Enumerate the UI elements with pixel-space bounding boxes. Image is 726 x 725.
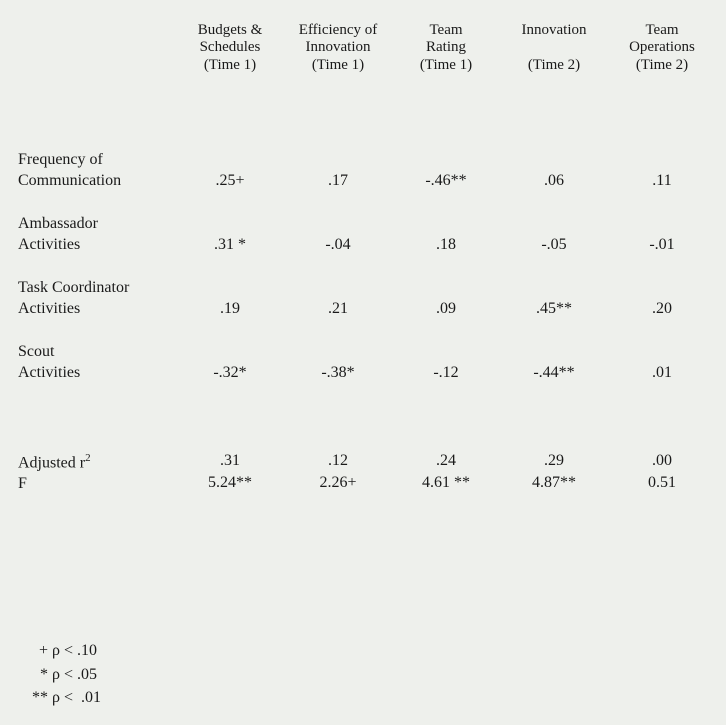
- table-header-row: Budgets & Schedules (Time 1) Efficiency …: [18, 20, 716, 80]
- cell-value: -.38*: [284, 362, 392, 382]
- cell-value: .00: [608, 452, 716, 474]
- col-header: Team Operations (Time 2): [608, 20, 716, 80]
- summary-label: Adjusted r2: [18, 452, 176, 474]
- cell-value: .25+: [176, 170, 284, 190]
- row-label-line: Ambassador: [18, 214, 176, 234]
- col-header-line: Budgets &: [198, 22, 263, 38]
- col-header-line: (Time 1): [204, 57, 256, 73]
- col-header-line: (Time 1): [420, 57, 472, 73]
- col-header-line: (Time 1): [312, 57, 364, 73]
- row-label-line: Task Coordinator: [18, 278, 176, 298]
- cell-value: .12: [284, 452, 392, 474]
- cell-value: 2.26+: [284, 474, 392, 496]
- cell-value: -.05: [500, 234, 608, 254]
- row-label-line: Activities: [18, 234, 176, 254]
- cell-value: .18: [392, 234, 500, 254]
- cell-value: 0.51: [608, 474, 716, 496]
- cell-value: -.46**: [392, 170, 500, 190]
- col-header: Efficiency of Innovation (Time 1): [284, 20, 392, 80]
- table-row: Communication .25+ .17 -.46** .06 .11: [18, 170, 716, 190]
- cell-value: .11: [608, 170, 716, 190]
- col-header: Innovation (Time 2): [500, 20, 608, 80]
- cell-value: .24: [392, 452, 500, 474]
- col-header-line: Innovation: [522, 22, 587, 38]
- col-header-line: Schedules: [200, 39, 261, 55]
- footnote: *ρ < .05: [20, 663, 101, 686]
- col-header-line: Innovation: [306, 39, 371, 55]
- cell-value: .09: [392, 298, 500, 318]
- cell-value: -.04: [284, 234, 392, 254]
- col-header-line: (Time 2): [528, 57, 580, 73]
- col-header-line: Team: [429, 22, 462, 38]
- cell-value: .06: [500, 170, 608, 190]
- row-label-line: Frequency of: [18, 150, 176, 170]
- cell-value: .29: [500, 452, 608, 474]
- col-header: Team Rating (Time 1): [392, 20, 500, 80]
- table-row: Activities -.32* -.38* -.12 -.44** .01: [18, 362, 716, 382]
- cell-value: .20: [608, 298, 716, 318]
- table-row: Frequency of: [18, 150, 716, 170]
- cell-value: .01: [608, 362, 716, 382]
- table-row: Scout: [18, 342, 716, 362]
- col-header-line: Operations: [629, 39, 695, 55]
- footnotes: +ρ < .10 *ρ < .05 **ρ < .01: [20, 639, 101, 709]
- cell-value: 4.87**: [500, 474, 608, 496]
- summary-row: F 5.24** 2.26+ 4.61 ** 4.87** 0.51: [18, 474, 716, 496]
- table-row: Ambassador: [18, 214, 716, 234]
- row-label-line: Activities: [18, 298, 176, 318]
- footnote: **ρ < .01: [20, 686, 101, 709]
- cell-value: .17: [284, 170, 392, 190]
- cell-value: 4.61 **: [392, 474, 500, 496]
- cell-value: -.12: [392, 362, 500, 382]
- table-row: Activities .31 * -.04 .18 -.05 -.01: [18, 234, 716, 254]
- table-row: Task Coordinator: [18, 278, 716, 298]
- page: Budgets & Schedules (Time 1) Efficiency …: [0, 0, 726, 725]
- col-header-line: Team: [645, 22, 678, 38]
- cell-value: -.32*: [176, 362, 284, 382]
- row-label-line: Activities: [18, 362, 176, 382]
- cell-value: .19: [176, 298, 284, 318]
- col-header-line: Rating: [426, 39, 466, 55]
- cell-value: .31 *: [176, 234, 284, 254]
- cell-value: .45**: [500, 298, 608, 318]
- regression-table: Budgets & Schedules (Time 1) Efficiency …: [18, 20, 716, 496]
- cell-value: 5.24**: [176, 474, 284, 496]
- col-header-line: (Time 2): [636, 57, 688, 73]
- col-header-line: Efficiency of: [299, 22, 377, 38]
- table-row: Activities .19 .21 .09 .45** .20: [18, 298, 716, 318]
- cell-value: -.44**: [500, 362, 608, 382]
- col-header: Budgets & Schedules (Time 1): [176, 20, 284, 80]
- cell-value: .31: [176, 452, 284, 474]
- summary-label: F: [18, 474, 176, 496]
- row-label-line: Scout: [18, 342, 176, 362]
- cell-value: .21: [284, 298, 392, 318]
- footnote: +ρ < .10: [20, 639, 101, 662]
- cell-value: -.01: [608, 234, 716, 254]
- summary-row: Adjusted r2 .31 .12 .24 .29 .00: [18, 452, 716, 474]
- row-label-line: Communication: [18, 170, 176, 190]
